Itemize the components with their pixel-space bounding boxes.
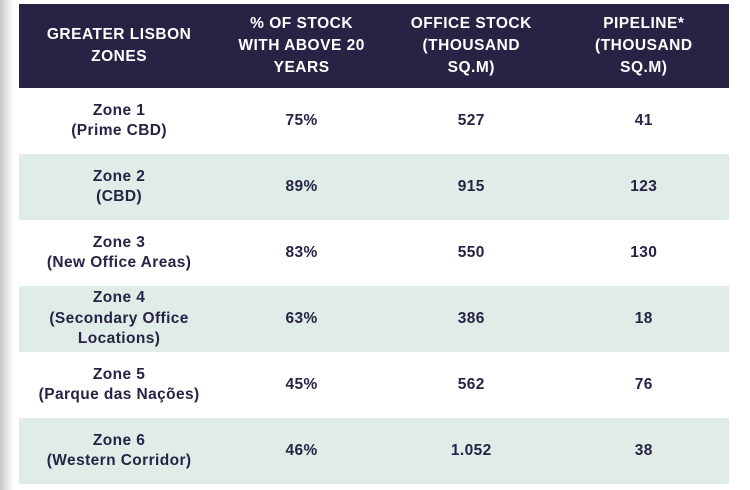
table-row-zone-4: Zone 4 (Secondary Office Locations) 63% … xyxy=(19,286,729,352)
office-stock-cell: 550 xyxy=(383,220,559,286)
zone-descriptor: (New Office Areas) xyxy=(46,254,192,271)
column-header-zones: GREATER LISBON ZONES xyxy=(19,4,220,88)
pct-above-20y-cell: 63% xyxy=(219,286,384,352)
table-row-zone-5: Zone 5 (Parque das Nações) 45% 562 76 xyxy=(19,352,729,418)
column-header-office-stock: OFFICE STOCK (THOUSAND SQ.M) xyxy=(383,4,559,88)
zone-name: Zone 6 xyxy=(92,431,146,449)
zone-name: Zone 3 xyxy=(92,233,146,251)
zone-name: Zone 1 xyxy=(92,101,146,119)
header-row: GREATER LISBON ZONES % OF STOCK WITH ABO… xyxy=(19,4,729,88)
page-edge-shadow xyxy=(0,0,16,490)
office-stock-cell: 1.052 xyxy=(383,418,559,484)
zone-descriptor: (Prime CBD) xyxy=(71,122,167,139)
pct-above-20y-cell: 46% xyxy=(219,418,384,484)
table-row-zone-3: Zone 3 (New Office Areas) 83% 550 130 xyxy=(19,220,729,286)
table-row-zone-2: Zone 2 (CBD) 89% 915 123 xyxy=(19,154,729,220)
pipeline-cell: 130 xyxy=(558,220,729,286)
lisbon-zones-table: GREATER LISBON ZONES % OF STOCK WITH ABO… xyxy=(19,4,729,484)
office-stock-cell: 527 xyxy=(383,88,559,154)
zone-cell: Zone 5 (Parque das Nações) xyxy=(19,352,220,418)
zone-descriptor: (Secondary Office Locations) xyxy=(49,309,189,348)
zone-descriptor: (Western Corridor) xyxy=(46,452,192,469)
pipeline-cell: 38 xyxy=(558,418,729,484)
office-stock-cell: 386 xyxy=(383,286,559,352)
zone-descriptor: (CBD) xyxy=(96,188,143,205)
column-header-pct-stock-above-20y: % OF STOCK WITH ABOVE 20 YEARS xyxy=(219,4,384,88)
office-stock-cell: 915 xyxy=(383,154,559,220)
pipeline-cell: 123 xyxy=(558,154,729,220)
zone-cell: Zone 4 (Secondary Office Locations) xyxy=(19,286,220,352)
column-header-pipeline: PIPELINE* (THOUSAND SQ.M) xyxy=(558,4,729,88)
pipeline-cell: 41 xyxy=(558,88,729,154)
pct-above-20y-cell: 89% xyxy=(219,154,384,220)
pct-above-20y-cell: 83% xyxy=(219,220,384,286)
zone-name: Zone 4 xyxy=(92,289,146,307)
pct-above-20y-cell: 45% xyxy=(219,352,384,418)
zone-name: Zone 2 xyxy=(92,167,146,185)
table-body: Zone 1 (Prime CBD) 75% 527 41 Zone 2 (CB… xyxy=(19,88,729,484)
zone-cell: Zone 6 (Western Corridor) xyxy=(19,418,220,484)
zone-cell: Zone 1 (Prime CBD) xyxy=(19,88,220,154)
table-header: GREATER LISBON ZONES % OF STOCK WITH ABO… xyxy=(19,4,729,88)
pipeline-cell: 18 xyxy=(558,286,729,352)
table-row-zone-1: Zone 1 (Prime CBD) 75% 527 41 xyxy=(19,88,729,154)
pct-above-20y-cell: 75% xyxy=(219,88,384,154)
zone-cell: Zone 2 (CBD) xyxy=(19,154,220,220)
office-stock-cell: 562 xyxy=(383,352,559,418)
zone-descriptor: (Parque das Nações) xyxy=(38,386,200,403)
table-row-zone-6: Zone 6 (Western Corridor) 46% 1.052 38 xyxy=(19,418,729,484)
pipeline-cell: 76 xyxy=(558,352,729,418)
zone-name: Zone 5 xyxy=(92,365,146,383)
zone-cell: Zone 3 (New Office Areas) xyxy=(19,220,220,286)
